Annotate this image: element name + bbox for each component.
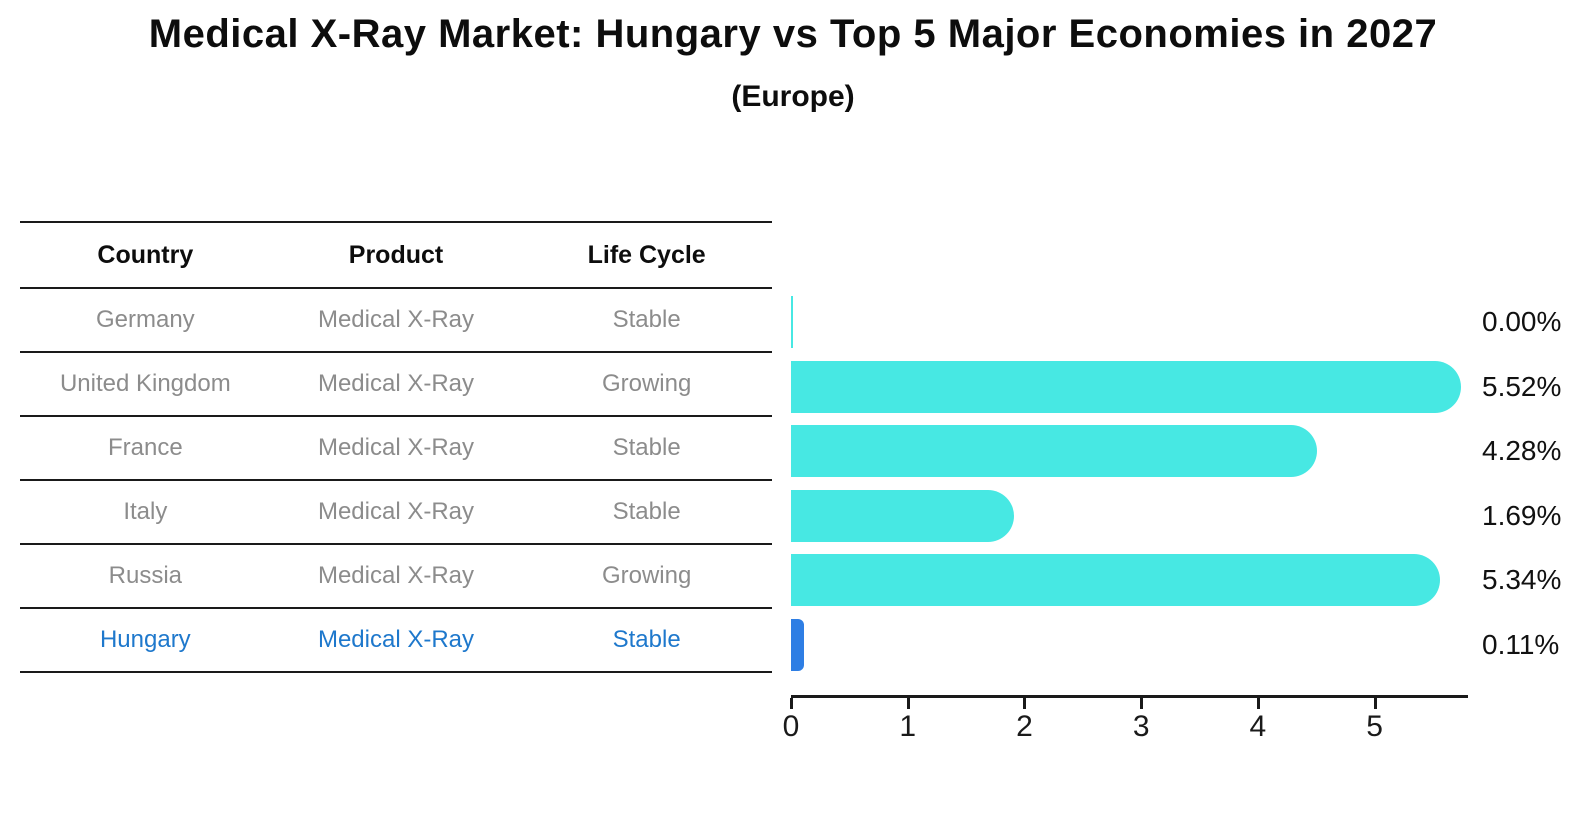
life-cycle-cell: Stable	[612, 626, 681, 653]
column-header-country: Country	[97, 241, 194, 269]
x-axis-tick	[1023, 698, 1027, 709]
life-cycle-cell: Growing	[601, 370, 692, 397]
bar-united-kingdom	[791, 360, 1462, 413]
x-axis-tick	[1140, 698, 1144, 709]
table-row-united-kingdom: United Kingdom Medical X-Ray Growing	[20, 353, 772, 417]
x-axis-tick	[1373, 698, 1377, 709]
x-axis-tick-label: 3	[1132, 710, 1150, 743]
chart-subtitle: (Europe)	[731, 80, 855, 113]
column-header-product: Product	[348, 241, 444, 269]
country-cell: United Kingdom	[59, 370, 231, 397]
country-cell: Germany	[95, 306, 195, 333]
life-cycle-cell: Stable	[612, 498, 681, 525]
x-axis-tick-label: 0	[782, 710, 800, 743]
product-cell: Medical X-Ray	[317, 498, 475, 525]
bar-france	[791, 425, 1317, 477]
country-table: Country Product Life Cycle Germany Medic…	[20, 221, 772, 673]
bar-row-italy: 1.69%	[791, 484, 1586, 549]
table-row-germany: Germany Medical X-Ray Stable	[20, 289, 772, 353]
x-axis-tick-label: 1	[899, 710, 917, 743]
x-axis-tick-label: 5	[1366, 710, 1383, 743]
x-axis-tick-label: 2	[1016, 710, 1033, 743]
column-header-life-cycle: Life Cycle	[587, 241, 706, 269]
table-header-row: Country Product Life Cycle	[20, 223, 772, 289]
country-cell: France	[107, 434, 183, 461]
chart-title: Medical X-Ray Market: Hungary vs Top 5 M…	[148, 12, 1438, 56]
table-row-russia: Russia Medical X-Ray Growing	[20, 545, 772, 609]
country-cell: Russia	[108, 562, 182, 589]
bar-germany	[791, 296, 793, 348]
table-row-hungary: Hungary Medical X-Ray Stable	[20, 609, 772, 673]
x-axis-tick	[906, 698, 910, 709]
life-cycle-cell: Growing	[601, 562, 692, 589]
product-cell: Medical X-Ray	[317, 306, 475, 333]
bar-row-france: 4.28%	[791, 419, 1586, 484]
bar-russia	[791, 554, 1441, 606]
value-label-united-kingdom: 5.52%	[1482, 370, 1562, 402]
x-axis-tick	[790, 698, 793, 709]
table-row-italy: Italy Medical X-Ray Stable	[20, 481, 772, 545]
bar-row-germany: 0.00%	[791, 290, 1586, 355]
value-label-france: 4.28%	[1482, 435, 1562, 467]
x-axis-line	[791, 695, 1468, 698]
product-cell: Medical X-Ray	[317, 434, 475, 461]
x-axis-tick-label: 4	[1249, 710, 1267, 743]
country-cell: Hungary	[99, 626, 191, 653]
bar-row-russia: 5.34%	[791, 548, 1586, 613]
country-cell: Italy	[123, 498, 168, 525]
value-label-hungary: 0.11%	[1482, 628, 1560, 660]
bar-row-united-kingdom: 5.52%	[791, 355, 1586, 420]
life-cycle-cell: Stable	[612, 434, 681, 461]
bar-italy	[791, 489, 1015, 542]
product-cell: Medical X-Ray	[317, 562, 475, 589]
bar-row-hungary: 0.11%	[791, 613, 1586, 678]
x-axis-tick	[1256, 698, 1260, 709]
bar-hungary	[791, 618, 804, 671]
value-label-germany: 0.00%	[1482, 306, 1562, 338]
life-cycle-cell: Stable	[612, 306, 681, 333]
value-label-italy: 1.69%	[1482, 499, 1562, 531]
product-cell: Medical X-Ray	[317, 370, 475, 397]
table-row-france: France Medical X-Ray Stable	[20, 417, 772, 481]
product-cell: Medical X-Ray	[317, 626, 475, 653]
value-label-russia: 5.34%	[1482, 564, 1562, 596]
bar-chart: 0.00% 5.52% 4.28% 1.69% 5.34% 0.11% 0	[783, 290, 1586, 823]
